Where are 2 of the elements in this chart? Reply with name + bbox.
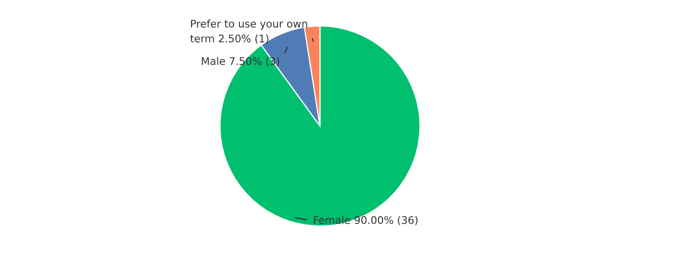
- slice-label: Female 90.00% (36): [314, 216, 418, 226]
- slice-label: Prefer to use your own term 2.50% (1): [190, 20, 308, 44]
